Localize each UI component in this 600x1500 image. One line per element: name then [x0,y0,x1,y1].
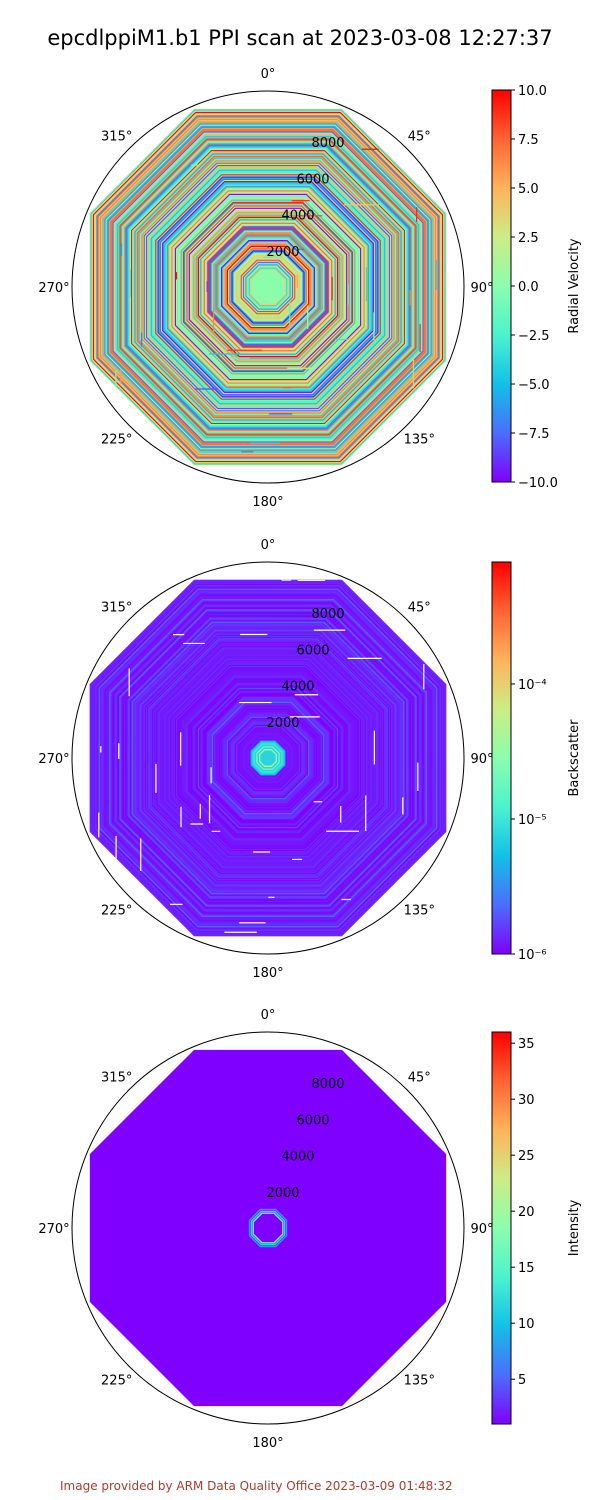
colorbar-tick-label: −10.0 [518,476,558,491]
range-tick-label: 8000 [311,136,344,151]
range-tick-label: 4000 [281,1150,314,1165]
angle-tick-label: 180° [252,495,283,510]
colorbar-tick-label: 25 [518,1149,535,1164]
colorbar-tick-label: 10⁻⁴ [518,678,547,693]
colorbar-tick-label: 0.0 [518,280,539,295]
data-ring [250,1210,286,1246]
angle-tick-label: 45° [408,601,431,616]
colorbar-tick-label: 10 [518,1317,535,1332]
colorbar-tick-label: 20 [518,1205,535,1220]
chart-title: epcdlppiM1.b1 PPI scan at 2023-03-08 12:… [47,26,553,50]
data-ring [259,749,277,767]
colorbar-tick-label: 2.5 [518,231,539,246]
polar-panel-1: 0° 45° 90° 135° 180° 225° 270° 315° 2000 4000 6000… [38,67,582,510]
range-tick-label: 2000 [266,716,299,731]
angle-tick-label: 135° [404,903,435,918]
data-ring [248,1208,288,1248]
angle-tick-label: 45° [408,1071,431,1086]
colorbar-label: Backscatter [567,719,582,797]
polar-panel-3: 0° 45° 90° 135° 180° 225° 270° 315° 2000 4000 6000… [38,1008,582,1451]
data-band [251,270,285,304]
range-tick-label: 4000 [281,209,314,224]
data-band [89,1049,447,1407]
angle-tick-label: 0° [261,538,276,553]
colorbar-label: Intensity [567,1199,582,1256]
polar-panel-2: 0° 45° 90° 135° 180° 225° 270° 315° 2000 4000 6000… [38,538,582,981]
colorbar-tick-label: 5.0 [518,182,539,197]
range-tick-label: 2000 [266,1186,299,1201]
angle-tick-label: 135° [404,1373,435,1388]
angle-tick-label: 270° [38,752,69,767]
range-tick-label: 2000 [266,245,299,260]
data-field [89,579,447,937]
colorbar-tick-label: 10⁻⁵ [518,813,547,828]
data-ring [252,1212,284,1244]
colorbar-tick-label: 10⁻⁶ [518,948,547,963]
polar-frame [71,561,465,955]
polar-frame [71,1031,465,1425]
angle-tick-label: 0° [261,1008,276,1023]
angle-tick-label: 315° [101,130,132,145]
range-tick-label: 6000 [296,172,329,187]
angle-tick-label: 180° [252,1436,283,1451]
colorbar-tick-label: 30 [518,1093,535,1108]
colorbar-tick-label: 15 [518,1261,535,1276]
range-tick-label: 6000 [296,643,329,658]
angle-tick-label: 135° [404,432,435,447]
angle-tick-label: 45° [408,130,431,145]
colorbar-tick-label: 5 [518,1373,526,1388]
colorbar-tick-label: 10.0 [518,84,547,99]
angle-tick-label: 270° [38,281,69,296]
angle-tick-label: 225° [101,1373,132,1388]
colorbar [491,561,512,955]
data-ring [256,746,280,770]
colorbar-tick-label: −2.5 [518,329,550,344]
colorbar-tick-label: 7.5 [518,133,539,148]
angle-tick-label: 0° [261,67,276,82]
angle-tick-label: 225° [101,903,132,918]
angle-tick-label: 180° [252,966,283,981]
colorbar [491,89,512,483]
range-tick-label: 8000 [311,1077,344,1092]
range-tick-label: 8000 [311,607,344,622]
colorbar-label: Radial Velocity [567,238,582,334]
angle-tick-label: 270° [38,1222,69,1237]
data-ring [250,740,286,776]
range-tick-label: 4000 [281,680,314,695]
angle-tick-label: 90° [470,1222,493,1237]
footer-credit: Image provided by ARM Data Quality Offic… [60,1479,453,1493]
polar-frame [71,90,465,484]
data-field [89,108,447,466]
angle-tick-label: 315° [101,601,132,616]
colorbar [491,1031,512,1425]
colorbar-tick-label: 35 [518,1037,535,1052]
angle-tick-label: 315° [101,1071,132,1086]
angle-tick-label: 90° [470,752,493,767]
data-ring [253,743,283,773]
data-field [89,1049,447,1407]
colorbar-tick-label: −5.0 [518,378,550,393]
range-tick-label: 6000 [296,1113,329,1128]
angle-tick-label: 90° [470,281,493,296]
angle-tick-label: 225° [101,432,132,447]
colorbar-tick-label: −7.5 [518,427,550,442]
